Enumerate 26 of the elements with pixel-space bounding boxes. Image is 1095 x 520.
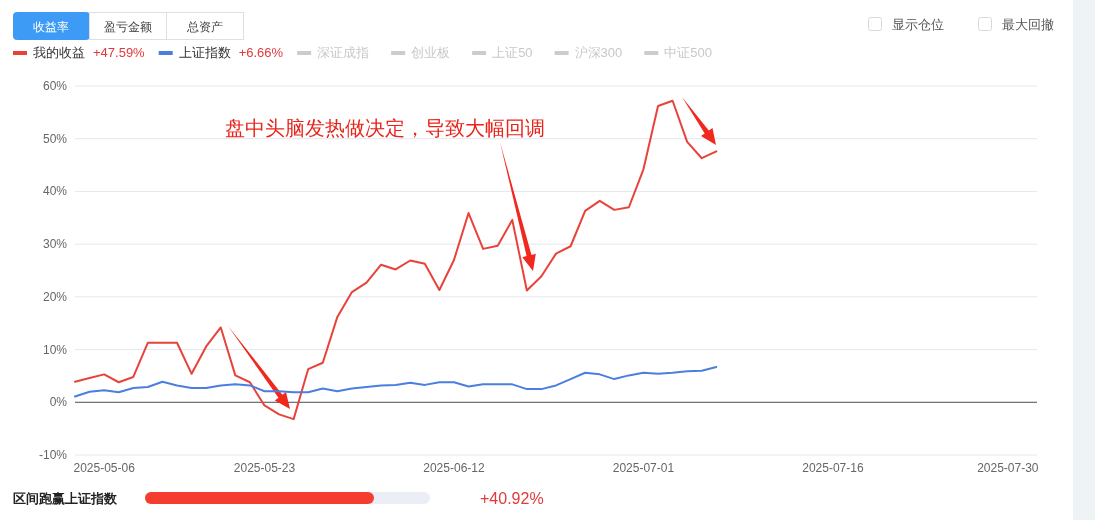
text: 显示仓位 (892, 17, 944, 32)
legend-label: 我的收益 (33, 45, 85, 60)
x-tick-label: 2025-06-12 (423, 461, 485, 475)
y-tick-label: 60% (42, 79, 68, 93)
text: +40.92% (480, 490, 544, 507)
y-tick-label: 30% (42, 237, 68, 252)
x-tick-label: 2025-07-30 (977, 461, 1039, 475)
text: 区间跑赢上证指数 (13, 491, 118, 506)
y-tick-label: 40% (42, 184, 68, 199)
legend-label: 上证指数 (178, 45, 231, 60)
y-tick-label: -10% (38, 448, 68, 462)
text: +47.59% (93, 45, 145, 60)
x-tick-label: 2025-07-16 (802, 461, 864, 475)
annotation: 盘中头脑发热做决定，导致大幅回调 (225, 117, 545, 139)
text: 盈亏金额 (103, 20, 152, 34)
y-tick-label: 10% (42, 342, 68, 357)
x-tick-label: 2025-05-23 (233, 461, 296, 475)
y-tick-label: 50% (42, 131, 68, 146)
text: +6.66% (238, 45, 284, 60)
x-tick-label: 2025-07-01 (612, 461, 675, 475)
x-tick-label: 2025-05-06 (73, 461, 136, 475)
y-tick-label: 0% (49, 395, 68, 410)
y-tick-label: 20% (42, 289, 68, 304)
text: 收益率 (33, 20, 69, 34)
text: 最大回撤 (1002, 17, 1054, 32)
text: 总资产 (185, 20, 223, 34)
